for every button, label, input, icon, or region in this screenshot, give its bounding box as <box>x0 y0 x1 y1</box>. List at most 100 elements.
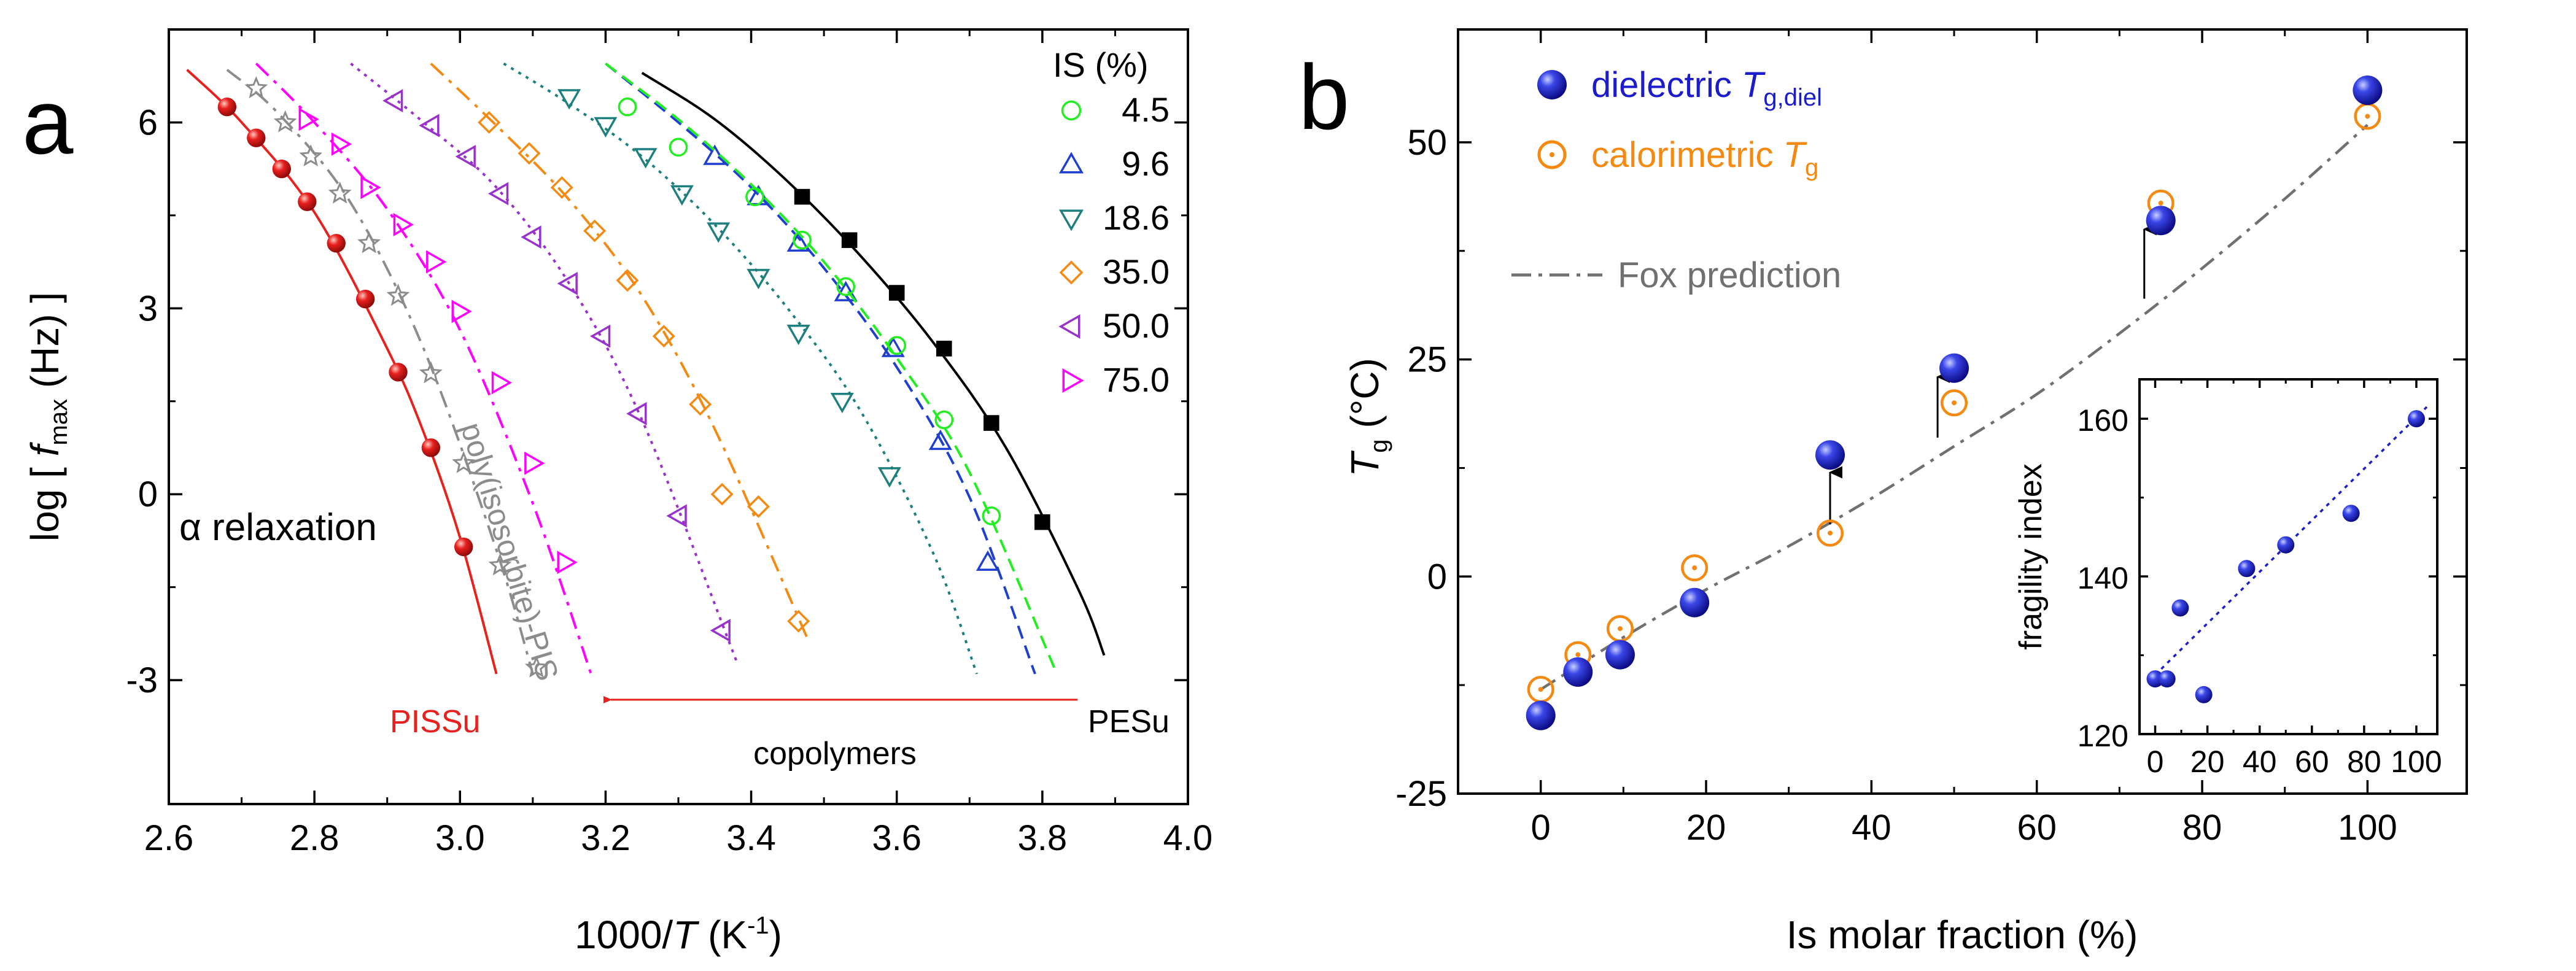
legend-label-50.0: 50.0 <box>1103 306 1170 345</box>
data-point <box>521 225 541 249</box>
x-tick-label: 60 <box>2017 808 2057 848</box>
x-tick-label: 100 <box>2338 808 2397 848</box>
inset-point <box>2146 670 2164 688</box>
data-point <box>669 137 688 157</box>
data-point <box>386 284 410 306</box>
legend-calorimetric-label: calorimetric Tg <box>1591 135 1818 181</box>
calorimetric-point <box>1816 519 1844 547</box>
calorimetric-point-dot <box>1828 530 1833 536</box>
data-point <box>888 285 905 301</box>
data-point <box>272 159 291 179</box>
x-tick-label: 60 <box>2295 745 2329 779</box>
x-tick-label: 20 <box>1686 808 1726 848</box>
legend-label-35.0: 35.0 <box>1103 252 1170 291</box>
data-point <box>244 75 268 99</box>
series-line-50-0 <box>350 62 738 662</box>
data-point <box>928 429 952 451</box>
data-point <box>550 176 573 199</box>
data-point <box>557 271 578 295</box>
data-point <box>652 325 675 348</box>
panel-a-frame <box>168 28 1189 805</box>
dielectric-point <box>1526 700 1556 730</box>
calorimetric-point-dot <box>1617 626 1623 632</box>
data-point <box>478 110 501 134</box>
data-point <box>747 269 770 290</box>
y-tick-label: 25 <box>1407 340 1447 380</box>
data-point <box>299 144 323 167</box>
data-point <box>616 269 639 292</box>
panel-a-series <box>186 62 1106 678</box>
data-point <box>793 230 812 250</box>
x-tick-label: 3.4 <box>726 818 776 858</box>
data-point <box>557 89 581 110</box>
panel-a-y-axis-label: log [ fmax (Hz) ] <box>23 292 72 541</box>
calorimetric-point-dot <box>1538 687 1543 692</box>
inset-series <box>2146 406 2428 703</box>
series-line-18-6 <box>503 62 978 675</box>
data-point <box>786 324 810 346</box>
data-point <box>298 192 317 211</box>
data-point <box>393 213 414 237</box>
data-point <box>626 401 647 425</box>
legend-marker-18.6 <box>1058 209 1084 231</box>
y-tick-label: 0 <box>138 474 158 514</box>
y-tick-label: 160 <box>2077 403 2128 438</box>
calorimetric-point-dot <box>2158 200 2163 206</box>
series-line-35-0 <box>430 63 811 644</box>
data-point <box>426 250 447 274</box>
data-point <box>360 176 381 199</box>
legend-title: IS (%) <box>1053 45 1149 84</box>
x-tick-label: 4.0 <box>1163 818 1213 858</box>
data-point <box>745 187 764 206</box>
alpha-relaxation-label: α relaxation <box>179 506 377 549</box>
data-point <box>976 550 999 571</box>
copolymers-label: copolymers <box>753 736 917 772</box>
data-point <box>787 609 810 633</box>
data-point <box>583 219 607 242</box>
x-tick-label: 40 <box>2243 745 2277 779</box>
y-tick-label: 6 <box>138 103 158 142</box>
x-tick-label: 40 <box>1852 808 1891 848</box>
legend-fox-label: Fox prediction <box>1618 255 1841 295</box>
x-tick-label: 2.6 <box>144 818 194 858</box>
data-point <box>488 553 512 576</box>
panel-a-legend: 4.5 9.6 18.6 35.0 50.0 75.0 <box>1058 90 1170 399</box>
y-tick-label: 140 <box>2077 561 2128 595</box>
dielectric-point <box>1939 353 1969 383</box>
legend-label-9.6: 9.6 <box>1122 144 1170 183</box>
data-point <box>455 144 476 168</box>
calorimetric-point-dot <box>1952 400 1957 406</box>
inset-point <box>2171 599 2189 617</box>
data-point <box>217 98 237 117</box>
data-point <box>273 110 297 133</box>
panel-a-ticks: 2.6 2.8 3.0 3.2 3.4 3.6 3.8 4.0 -3 0 3 6 <box>126 29 1212 858</box>
pesu-label: PESu <box>1088 704 1170 740</box>
data-point <box>421 438 441 457</box>
inset-point <box>2407 410 2425 428</box>
panel-b-x-axis-label: Is molar fraction (%) <box>1787 913 2138 957</box>
panel-a: a 2.6 2.8 3.0 3.2 3.4 3.6 3.8 4.0 -3 0 3 6 1000/T (… <box>22 28 1212 957</box>
data-point <box>666 504 687 528</box>
data-point <box>389 363 408 382</box>
panel-b-legend: dielectric Tg,diel calorimetric Tg Fox p… <box>1511 65 1841 295</box>
data-point <box>747 495 770 518</box>
panel-a-x-axis-label: 1000/T (K-1) <box>575 912 782 957</box>
legend-label-18.6: 18.6 <box>1103 198 1170 237</box>
calorimetric-point-dot <box>1575 652 1581 657</box>
data-point <box>452 451 476 473</box>
data-point <box>834 280 858 301</box>
dielectric-point <box>1563 657 1593 687</box>
dielectric-point <box>2146 206 2176 236</box>
x-tick-label: 80 <box>2347 745 2381 779</box>
data-point <box>936 341 952 357</box>
inset-y-axis-label: fragility index <box>2013 463 2049 649</box>
series-line-4-5 <box>605 62 1058 675</box>
data-point <box>487 182 509 206</box>
y-tick-label: 50 <box>1407 123 1447 163</box>
data-point <box>298 107 319 131</box>
panel-b-frame <box>1457 28 2468 795</box>
series-line-pesu <box>641 71 1106 656</box>
data-point <box>419 361 443 384</box>
y-tick-label: 3 <box>138 288 158 328</box>
